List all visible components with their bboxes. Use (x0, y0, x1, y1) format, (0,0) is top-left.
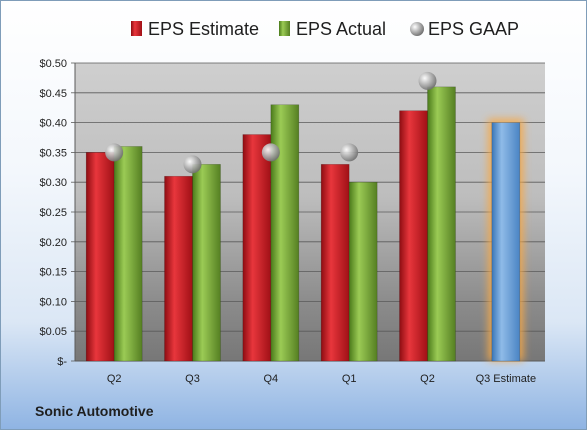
legend-eps-gaap-label: EPS GAAP (428, 19, 519, 39)
x-tick-label: Q2 (107, 373, 122, 385)
eps-gaap-point (105, 143, 124, 162)
eps-estimate-bar (85, 152, 115, 362)
x-tick-label: Q1 (342, 373, 357, 385)
legend-eps-estimate-swatch (131, 21, 142, 36)
eps-gaap-point (340, 143, 359, 162)
x-tick-label: Q2 (420, 373, 435, 385)
legend-eps-gaap-swatch (410, 22, 424, 36)
legend: EPS Estimate EPS Actual EPS GAAP (131, 19, 519, 39)
eps-actual-bar (348, 181, 378, 362)
y-tick-label: $0.15 (39, 267, 67, 279)
y-tick-label: $0.10 (39, 296, 67, 308)
gridlines (75, 62, 545, 362)
eps-actual-bar (113, 146, 143, 362)
y-tick-label: $0.30 (39, 177, 67, 189)
x-tick-label: Q4 (263, 373, 278, 385)
x-axis: Q2 Q3 Q4 Q1 Q2 Q3 Estimate (107, 373, 536, 385)
eps-estimate-bar (320, 164, 350, 362)
eps-actual-bar (192, 164, 221, 362)
y-tick-label: $0.40 (39, 118, 67, 130)
gaap-points (105, 71, 437, 174)
x-tick-label: Q3 Estimate (476, 373, 537, 385)
eps-gaap-point (183, 155, 202, 174)
legend-eps-actual-label: EPS Actual (296, 19, 386, 39)
y-tick-label: $- (57, 356, 67, 368)
y-tick-label: $0.20 (39, 237, 67, 249)
bars (85, 86, 524, 362)
x-tick-label: Q3 (185, 373, 200, 385)
company-name: Sonic Automotive (35, 403, 154, 419)
y-tick-label: $0.05 (39, 326, 67, 338)
q3-estimate-bar (491, 122, 521, 362)
legend-eps-actual-swatch (279, 21, 290, 36)
eps-actual-bar (427, 86, 456, 362)
eps-gaap-point (261, 143, 280, 162)
y-tick-label: $0.50 (39, 58, 67, 70)
eps-estimate-bar (399, 110, 428, 362)
legend-eps-estimate-label: EPS Estimate (148, 19, 259, 39)
y-tick-label: $0.35 (39, 147, 67, 159)
eps-gaap-point (418, 71, 437, 90)
y-tick-label: $0.45 (39, 88, 67, 100)
y-tick-label: $0.25 (39, 207, 67, 219)
eps-estimate-bar (164, 175, 193, 362)
y-axis: $- $0.05 $0.10 $0.15 $0.20 $0.25 $0.30 $0.35 $0.… (39, 58, 545, 368)
eps-actual-bar (270, 104, 300, 362)
eps-estimate-bar (242, 134, 272, 362)
